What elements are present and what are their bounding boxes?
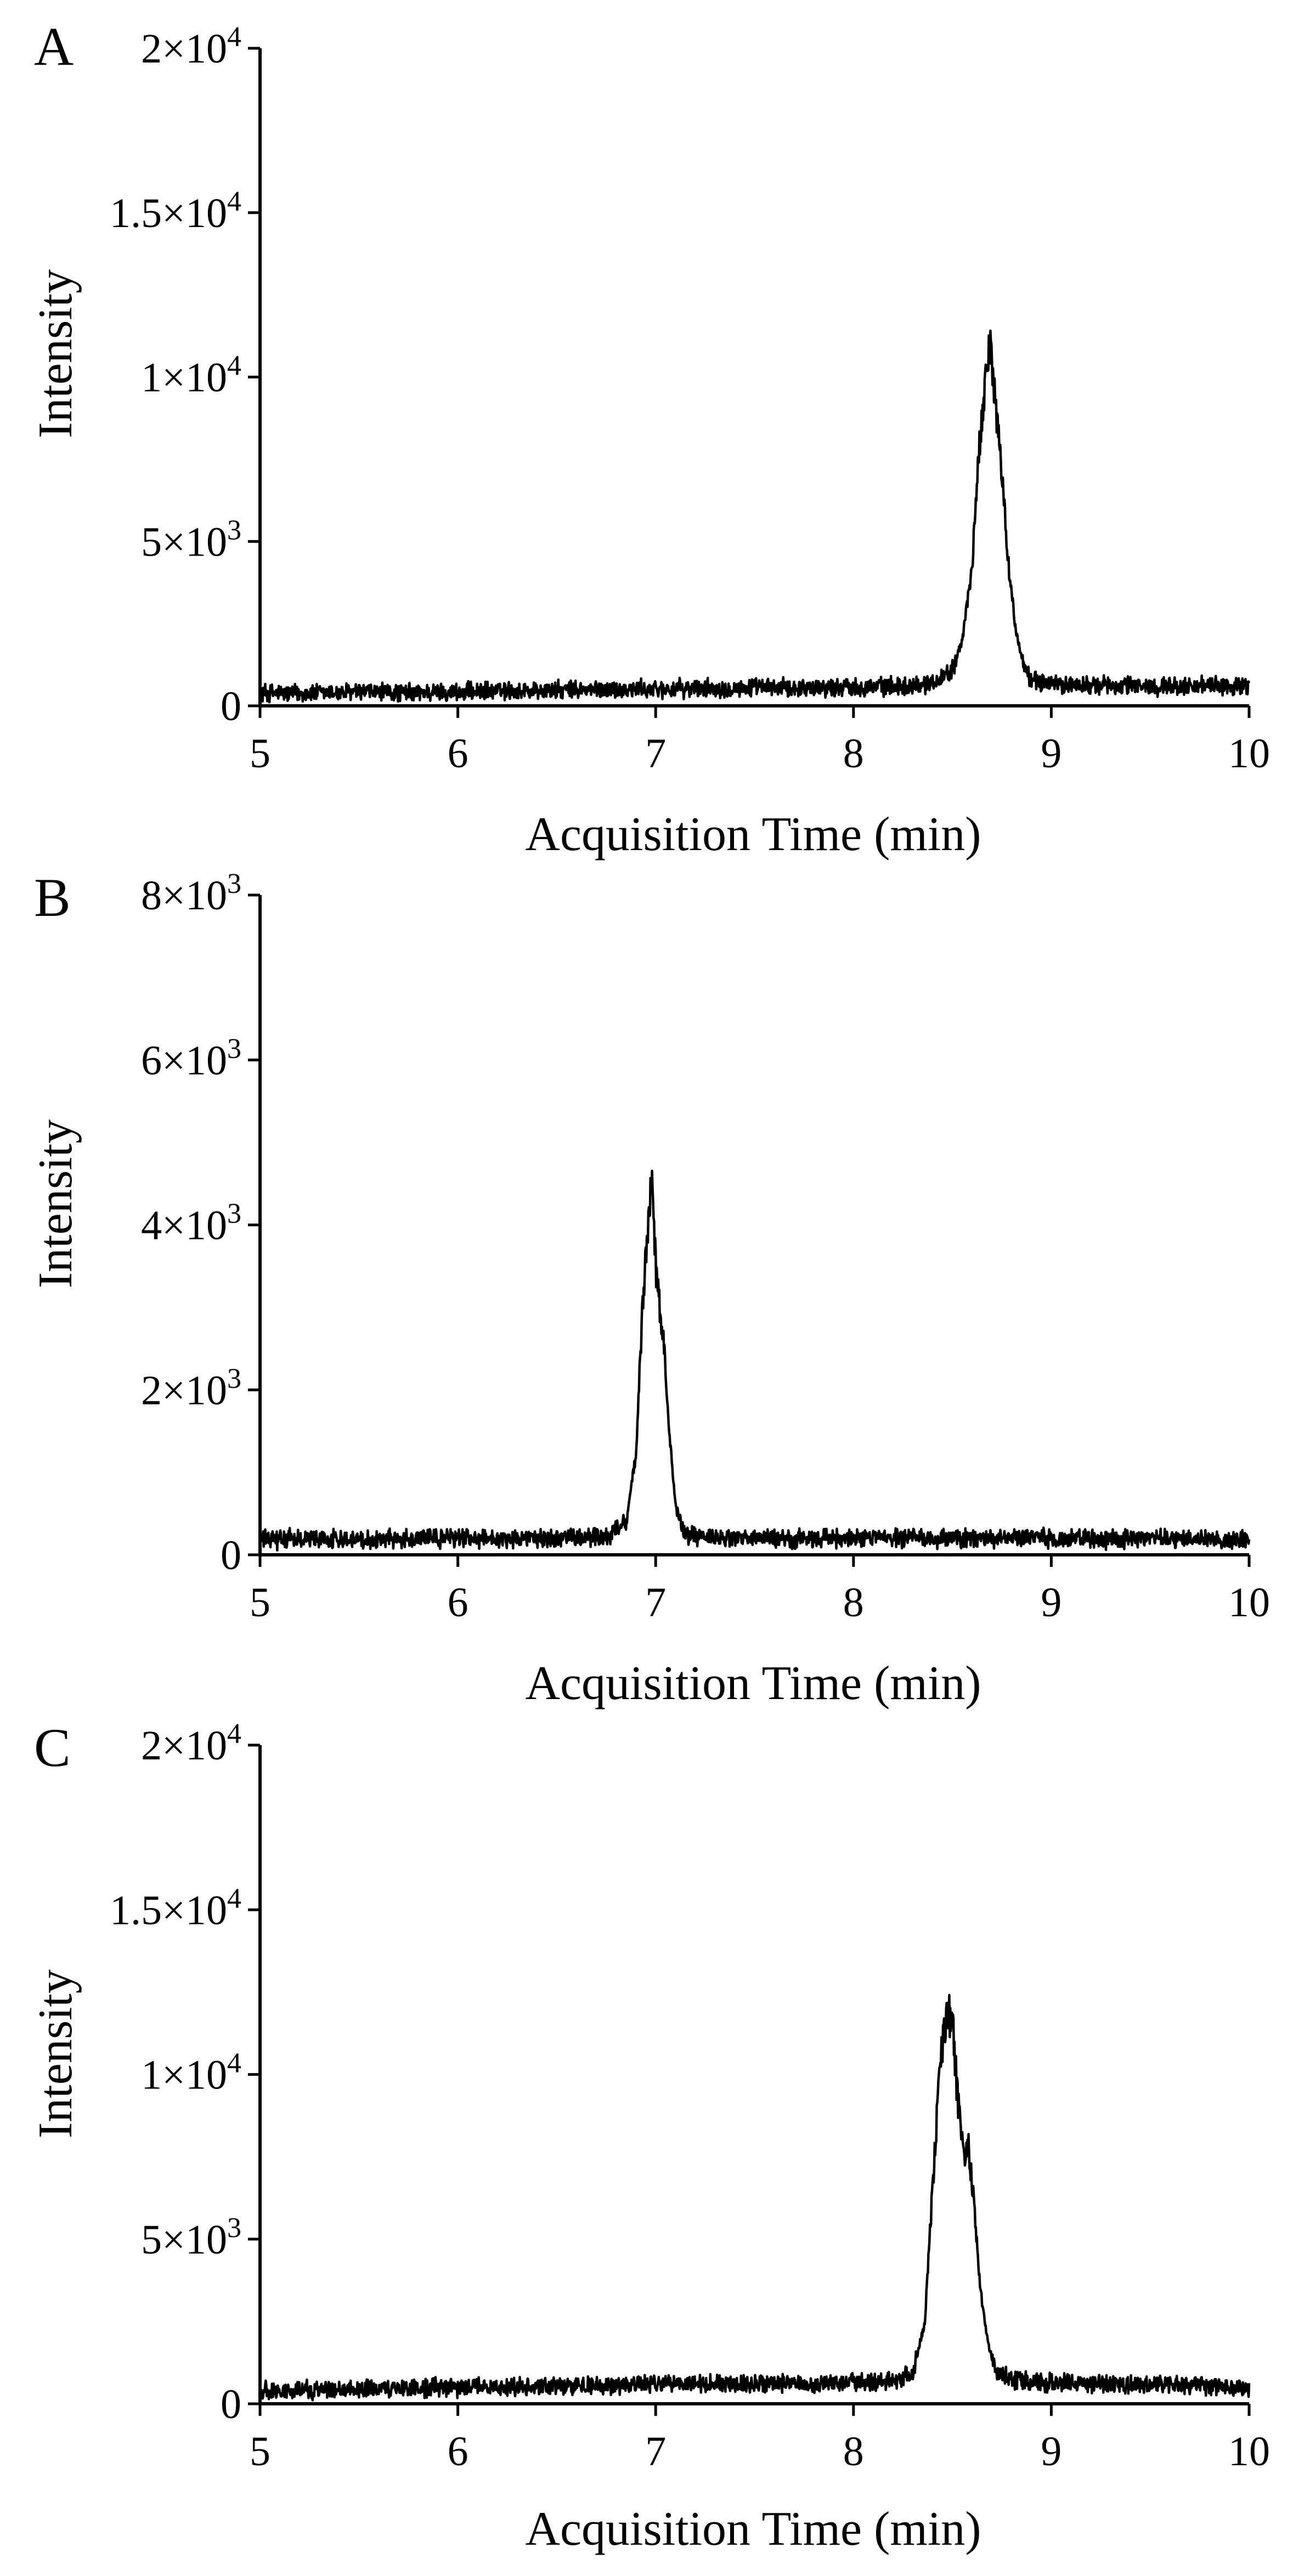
panel-a: A Intensity Acquisition Time (min) 0 5×10…	[29, 16, 1270, 861]
x-tick-labels-b: 5 6 7 8 9 10	[250, 1579, 1270, 1626]
panel-b: B Intensity Acquisition Time (min) 0 2×10…	[29, 867, 1270, 1710]
y-tick-label-c-2: 1×104	[141, 2048, 241, 2098]
x-tick-label-a-0: 5	[250, 731, 270, 777]
y-axis-title-b: Intensity	[29, 1119, 82, 1288]
x-tick-label-b-4: 9	[1041, 1579, 1061, 1626]
x-axis-title-b: Acquisition Time (min)	[525, 1657, 981, 1710]
y-tick-labels-b: 0 2×103 4×103 6×103 8×103	[141, 868, 241, 1578]
x-tick-label-a-3: 8	[843, 731, 864, 777]
y-tick-labels-a: 0 5×103 1×104 1.5×104 2×104	[110, 21, 241, 729]
y-axis-title-a: Intensity	[29, 269, 82, 438]
x-tick-label-c-1: 6	[448, 2428, 468, 2475]
x-tick-label-a-1: 6	[448, 731, 468, 777]
x-tick-label-c-5: 10	[1228, 2428, 1270, 2475]
axes-frame-a	[258, 48, 1249, 707]
y-tick-labels-c: 0 5×103 1×104 1.5×104 2×104	[110, 1718, 241, 2427]
x-tick-label-b-1: 6	[448, 1579, 468, 1626]
y-tick-label-b-0: 0	[221, 1532, 241, 1578]
y-tick-label-a-3: 1.5×104	[110, 186, 241, 236]
x-tick-label-a-4: 9	[1041, 731, 1061, 777]
series-line-b	[258, 1169, 1251, 1552]
x-tick-label-b-0: 5	[250, 1579, 270, 1626]
y-tick-label-a-4: 2×104	[141, 21, 241, 72]
x-tick-label-b-5: 10	[1228, 1579, 1270, 1626]
axis-ticks-b	[248, 893, 1251, 1567]
x-tick-label-b-3: 8	[843, 1579, 864, 1626]
y-tick-label-c-1: 5×103	[141, 2212, 241, 2263]
x-tick-labels-c: 5 6 7 8 9 10	[250, 2428, 1270, 2475]
x-tick-label-a-5: 10	[1228, 731, 1270, 777]
panel-label-b: B	[34, 867, 71, 928]
x-tick-label-c-4: 9	[1041, 2428, 1061, 2475]
axes-frame-c	[258, 1745, 1249, 2405]
x-tick-label-c-0: 5	[250, 2428, 270, 2475]
series-line-c	[258, 1994, 1251, 2402]
y-tick-label-a-0: 0	[221, 683, 241, 729]
series-line-a	[258, 329, 1251, 704]
axis-ticks-c	[248, 1743, 1251, 2416]
x-tick-label-c-2: 7	[645, 2428, 666, 2475]
y-tick-label-c-0: 0	[221, 2381, 241, 2427]
y-tick-label-b-3: 6×103	[141, 1033, 241, 1084]
panel-label-c: C	[34, 1717, 71, 1778]
axes-frame-b	[258, 895, 1249, 1556]
y-tick-label-b-2: 4×103	[141, 1198, 241, 1249]
panel-c: C Intensity Acquisition Time (min) 0 5×10…	[29, 1717, 1270, 2556]
x-tick-labels-a: 5 6 7 8 9 10	[250, 731, 1270, 777]
y-tick-label-c-3: 1.5×104	[110, 1883, 241, 1933]
axis-ticks-a	[248, 47, 1251, 718]
panel-label-a: A	[34, 16, 74, 77]
y-tick-label-c-4: 2×104	[141, 1718, 241, 1769]
y-tick-label-a-1: 5×103	[141, 514, 241, 565]
y-tick-label-b-4: 8×103	[141, 868, 241, 919]
x-axis-title-c: Acquisition Time (min)	[525, 2503, 981, 2556]
x-axis-title-a: Acquisition Time (min)	[525, 808, 981, 861]
x-tick-label-a-2: 7	[645, 731, 666, 777]
y-tick-label-b-1: 2×103	[141, 1363, 241, 1413]
y-tick-label-a-2: 1×104	[141, 350, 241, 401]
x-tick-label-b-2: 7	[645, 1579, 666, 1626]
y-axis-title-c: Intensity	[29, 1969, 82, 2138]
x-tick-label-c-3: 8	[843, 2428, 864, 2475]
